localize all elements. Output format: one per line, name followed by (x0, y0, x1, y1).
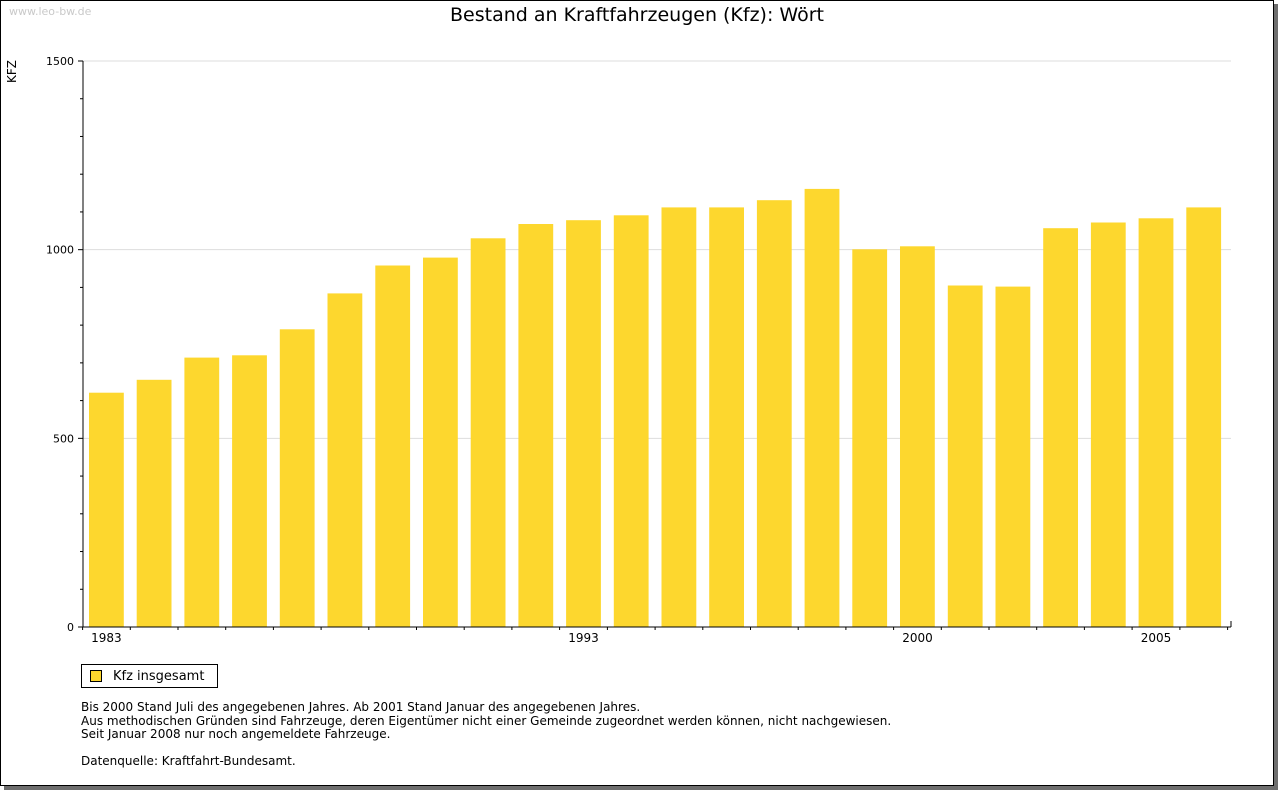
y-tick-label: 0 (67, 621, 74, 634)
y-tick-label: 1500 (46, 55, 74, 68)
chart-title: Bestand an Kraftfahrzeugen (Kfz): Wört (450, 4, 824, 26)
data-source: Datenquelle: Kraftfahrt-Bundesamt. (81, 754, 296, 768)
bar-1988 (327, 293, 363, 627)
bar-1990 (423, 257, 458, 627)
bar-1986 (232, 355, 267, 627)
watermark: www.leo-bw.de (9, 5, 92, 18)
bar-1987 (279, 329, 315, 627)
y-tick-label: 500 (53, 432, 74, 445)
y-tick-label: 1000 (46, 244, 74, 257)
x-tick-label: 2005 (1141, 631, 1172, 645)
bar-1998 (804, 188, 840, 627)
bar-1989 (375, 265, 411, 627)
legend: Kfz insgesamt (81, 664, 218, 688)
bar-1983 (89, 392, 124, 627)
bar-2002 (995, 286, 1031, 627)
bar-1997 (756, 200, 792, 627)
bar-1996 (709, 207, 744, 627)
x-tick-label: 2000 (902, 631, 933, 645)
bar-1984 (136, 379, 172, 627)
bar-1992 (518, 224, 554, 627)
bar-chart: 0 500 1000 1500 1983 1993 2000 2005 (46, 55, 1232, 645)
footnote-2: Aus methodischen Gründen sind Fahrzeuge,… (81, 713, 892, 728)
bar-1995 (661, 207, 697, 627)
legend-swatch (90, 670, 102, 682)
bar-2005 (1138, 218, 1174, 628)
x-tick-label: 1993 (568, 631, 599, 645)
footnote-1: Bis 2000 Stand Juli des angegebenen Jahr… (81, 700, 641, 714)
legend-label: Kfz insgesamt (113, 668, 205, 684)
footnote-3: Seit Januar 2008 nur noch angemeldete Fa… (81, 727, 391, 741)
bar-2001 (947, 285, 983, 627)
bar-2006 (1186, 207, 1222, 627)
bar-1991 (470, 238, 506, 628)
bar-2000 (900, 246, 935, 628)
footnotes: Bis 2000 Stand Juli des angegebenen Jahr… (81, 700, 892, 742)
bar-2004 (1090, 222, 1126, 627)
bar-1985 (184, 357, 220, 627)
bar-1999 (852, 249, 888, 628)
bar-1993 (566, 220, 601, 627)
x-tick-label: 1983 (91, 631, 122, 645)
bar-1994 (613, 215, 649, 628)
bar-2003 (1043, 228, 1078, 627)
